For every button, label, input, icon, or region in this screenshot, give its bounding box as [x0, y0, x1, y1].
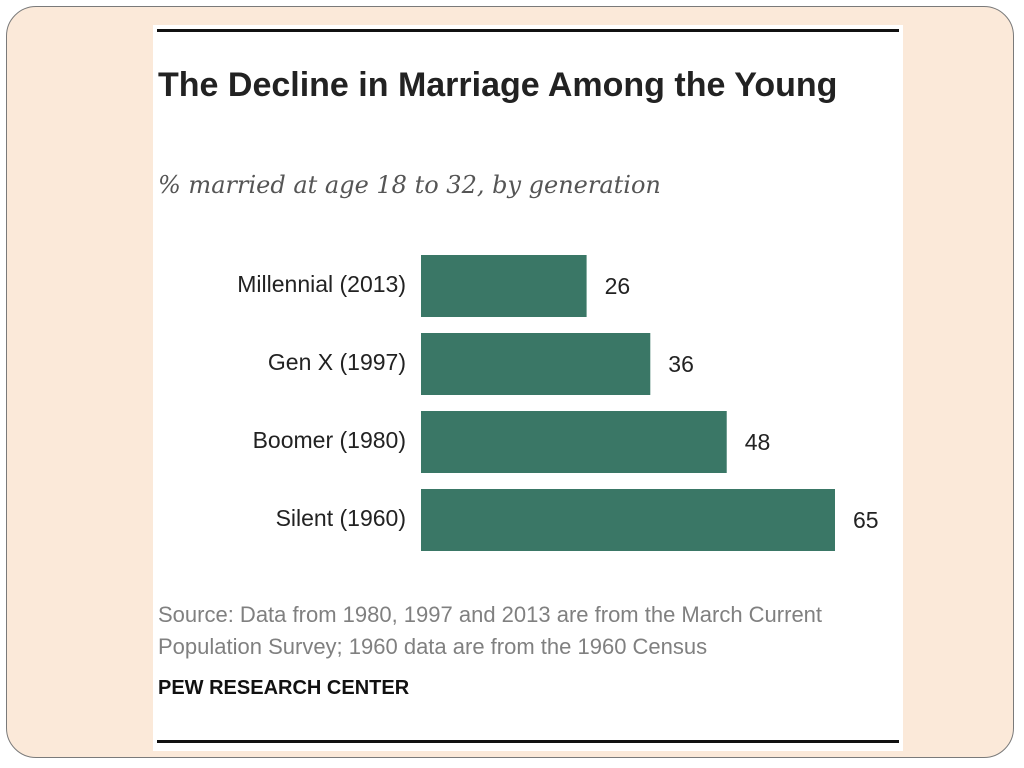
chart-figure: The Decline in Marriage Among the Young …	[153, 25, 903, 751]
bar	[421, 333, 651, 395]
top-rule	[157, 29, 899, 32]
bar-chart: Millennial (2013) 26 Gen X (1997) 36 Boomer …	[237, 255, 879, 551]
category-label: Gen X (1997)	[268, 349, 406, 375]
bar-value-label: 36	[668, 351, 694, 377]
category-label: Silent (1960)	[276, 505, 406, 531]
bar	[421, 489, 835, 551]
bar-value-label: 65	[853, 507, 879, 533]
bar	[421, 411, 727, 473]
bar-value-label: 48	[745, 429, 771, 455]
category-label: Boomer (1980)	[253, 427, 406, 453]
source-note: Source: Data from 1980, 1997 and 2013 ar…	[158, 602, 823, 659]
category-label: Millennial (2013)	[237, 271, 406, 297]
bar	[421, 255, 587, 317]
chart-title: The Decline in Marriage Among the Young	[158, 66, 838, 104]
brand-label: PEW RESEARCH CENTER	[158, 677, 410, 699]
chart-subtitle: % married at age 18 to 32, by generation	[158, 171, 661, 199]
bottom-rule	[157, 740, 899, 743]
bar-value-label: 26	[605, 273, 631, 299]
slide-background: The Decline in Marriage Among the Young …	[6, 6, 1014, 758]
